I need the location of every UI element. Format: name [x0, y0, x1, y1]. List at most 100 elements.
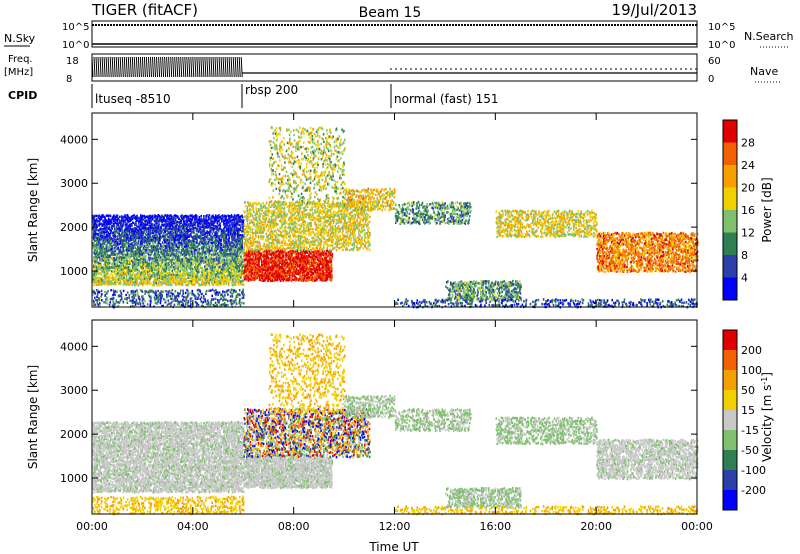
power-cell-1650 — [156, 235, 158, 237]
power-cell-2065 — [173, 232, 175, 234]
power-cell-4073 — [156, 296, 158, 298]
power-cell-2900 — [205, 226, 207, 228]
power-cell-1424 — [147, 216, 149, 218]
power-cell-2141 — [175, 254, 177, 256]
power-cell-1356 — [145, 255, 147, 257]
power-cell-264 — [103, 279, 105, 281]
power-cell-4581 — [261, 253, 263, 255]
power-cell-1342 — [144, 220, 146, 222]
power-cell-1554 — [154, 272, 156, 274]
power-cell-2393 — [185, 228, 187, 230]
power-cell-1579 — [155, 278, 157, 280]
power-cell-4895 — [285, 272, 287, 274]
power-cell-3918 — [103, 301, 105, 303]
power-cell-952 — [129, 243, 131, 245]
power-cell-4763 — [274, 251, 276, 253]
power-cell-495 — [111, 238, 113, 240]
power-cell-1878 — [166, 283, 168, 285]
power-cell-1884 — [166, 271, 168, 273]
power-cell-4216 — [200, 300, 202, 302]
freq-hatch-line — [241, 57, 242, 77]
power-cell-1496 — [150, 232, 152, 234]
power-cell-2290 — [182, 284, 184, 286]
power-cell-102 — [95, 229, 97, 231]
power-cell-1060 — [133, 217, 135, 219]
power-cell-2295 — [182, 274, 184, 276]
power-cell-3893 — [95, 299, 97, 301]
power-cell-483 — [112, 274, 114, 276]
power-cell-1977 — [169, 252, 171, 254]
power-cell-647 — [117, 243, 119, 245]
power-cell-3181 — [216, 269, 218, 271]
power-cell-1406 — [147, 262, 149, 264]
power-cell-3941 — [113, 297, 115, 299]
power-cell-4273 — [219, 304, 221, 306]
power-cell-4300 — [228, 289, 230, 291]
power-cell-1028 — [133, 247, 135, 249]
power-cell-581 — [115, 283, 117, 285]
power-cell-3661 — [234, 236, 236, 238]
power-cell-1460 — [149, 274, 151, 276]
power-cell-560 — [114, 272, 116, 274]
power-cell-4276 — [220, 298, 222, 300]
power-cell-4044 — [149, 290, 151, 292]
power-cell-2737 — [199, 248, 201, 250]
power-cell-1761 — [160, 227, 162, 229]
power-cell-77 — [94, 222, 96, 224]
power-cell-2698 — [196, 218, 198, 220]
freq-hatch-line — [98, 57, 99, 77]
power-cell-2128 — [174, 217, 176, 219]
power-cell-1678 — [158, 237, 160, 239]
power-cell-699 — [120, 249, 122, 251]
freq-hatch-line — [183, 57, 184, 77]
power-cell-4296 — [228, 304, 230, 306]
power-cell-3358 — [223, 216, 225, 218]
power-cell-3883 — [243, 219, 245, 221]
power-cell-3866 — [242, 279, 244, 281]
power-cell-2017 — [171, 282, 173, 284]
power-cell-4062 — [154, 297, 156, 299]
power-cell-1640 — [157, 259, 159, 261]
power-cell-2380 — [185, 263, 187, 265]
power-cell-3464 — [227, 229, 229, 231]
power-cell-711 — [121, 281, 123, 283]
power-cell-2703 — [197, 276, 199, 278]
freq-hatch-line — [203, 57, 204, 77]
power-cell-494 — [112, 245, 114, 247]
power-cell-3050 — [211, 254, 213, 256]
power-cell-1972 — [169, 269, 171, 271]
power-cell-1545 — [152, 223, 154, 225]
power-cell-3705 — [236, 271, 238, 273]
power-cell-4293 — [225, 299, 227, 301]
power-cell-1409 — [147, 250, 149, 252]
power-cell-2259 — [179, 226, 181, 228]
power-cell-995 — [132, 274, 134, 276]
power-cell-288 — [104, 283, 106, 285]
power-cell-2982 — [209, 284, 211, 286]
power-cell-1655 — [156, 222, 158, 224]
freq-hatch-line — [239, 57, 240, 77]
freq-hatch-line — [128, 57, 129, 77]
power-cell-4193 — [192, 290, 194, 292]
power-cell-3969 — [120, 292, 122, 294]
power-cell-869 — [126, 241, 128, 243]
power-cell-1433 — [148, 265, 150, 267]
power-cell-3609 — [233, 284, 235, 286]
power-cell-2946 — [207, 238, 209, 240]
power-cell-2557 — [191, 242, 193, 244]
power-cell-4627 — [264, 272, 266, 274]
power-cell-2815 — [201, 242, 203, 244]
power-cell-259 — [102, 223, 104, 225]
power-cell-1420 — [147, 223, 149, 225]
power-cell-4330 — [237, 296, 239, 298]
power-cell-2498 — [189, 247, 191, 249]
power-cell-4245 — [211, 298, 213, 300]
freq-hatch-line — [140, 57, 141, 77]
power-cell-4341 — [241, 302, 243, 304]
power-cell-2273 — [181, 252, 183, 254]
power-cell-4797 — [277, 267, 279, 269]
power-cell-1917 — [167, 265, 169, 267]
power-cell-956 — [129, 231, 131, 233]
power-cell-4312 — [231, 293, 233, 295]
